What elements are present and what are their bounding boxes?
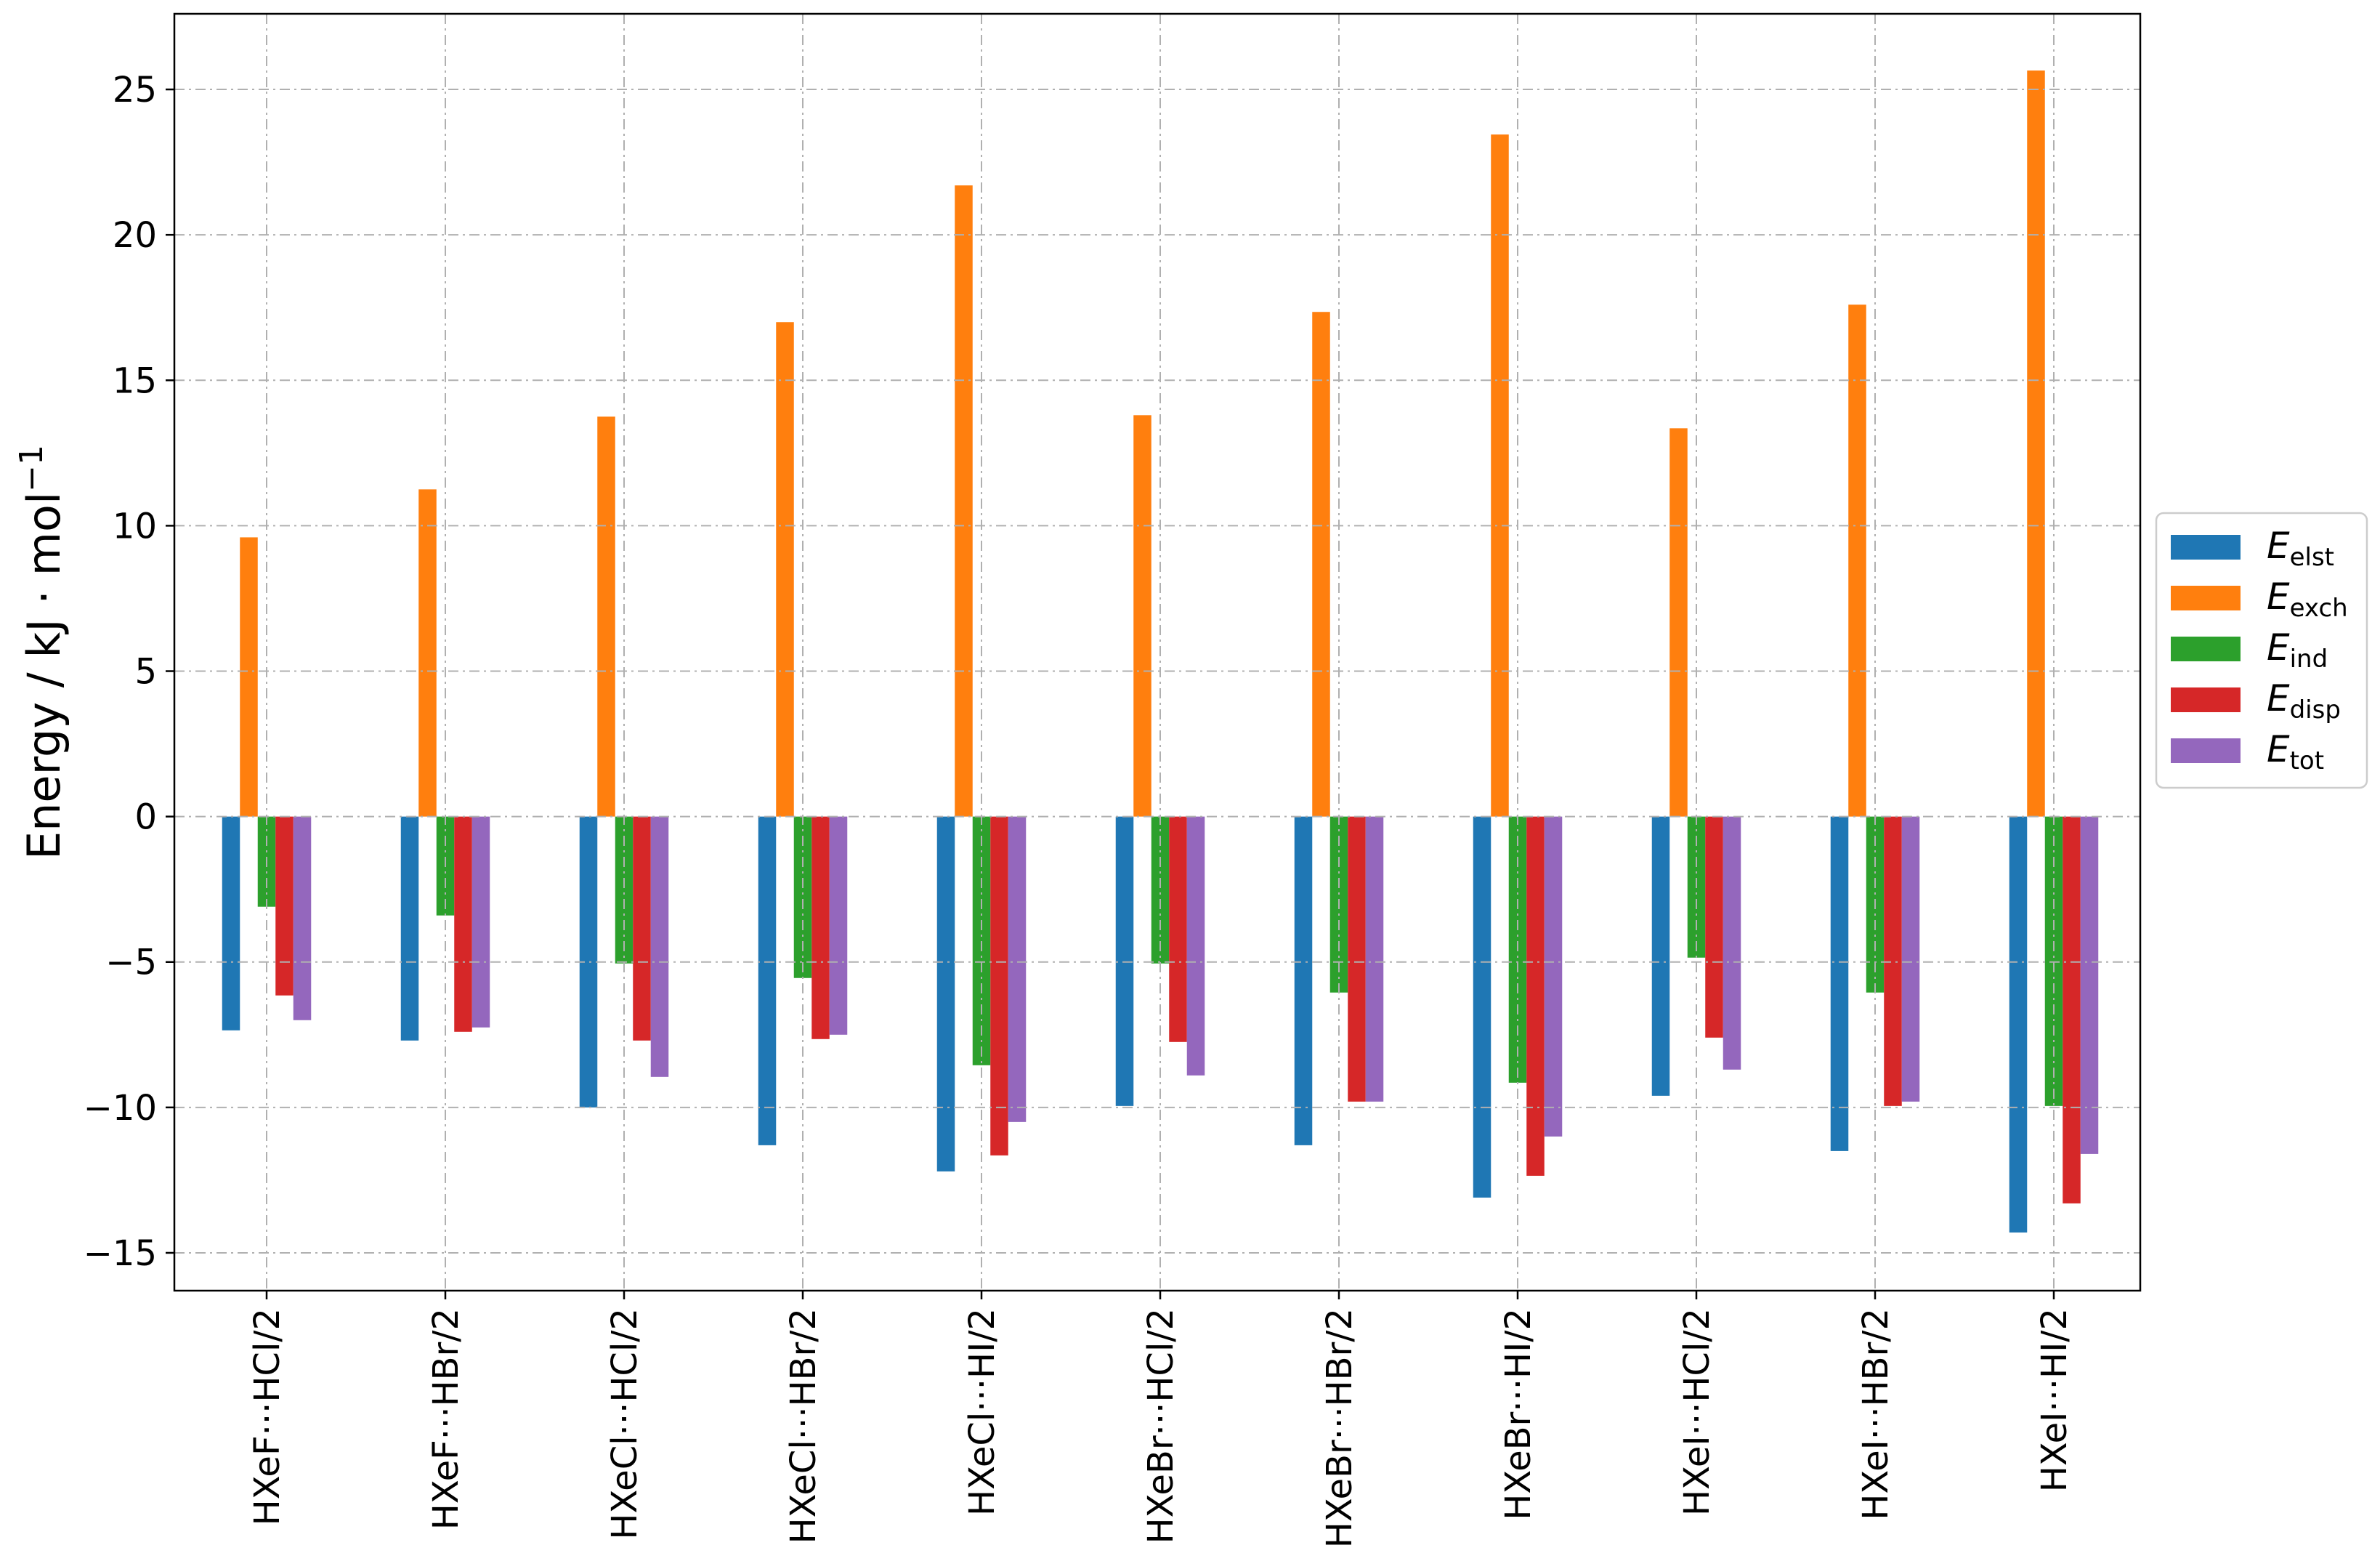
bar-exch-2	[597, 416, 615, 817]
bar-disp-5	[1169, 816, 1187, 1042]
x-tick-label: HXeI···HCl/2	[1677, 1308, 1717, 1516]
x-tick-label: HXeI···HBr/2	[1855, 1308, 1896, 1520]
x-tick-label: HXeBr···HCl/2	[1141, 1308, 1181, 1544]
y-tick-label: 20	[113, 215, 157, 256]
bar-elst-9	[1830, 816, 1849, 1151]
legend-swatch-disp	[2171, 687, 2241, 712]
bar-elst-0	[222, 816, 240, 1030]
bar-tot-4	[1008, 816, 1027, 1122]
legend-swatch-ind	[2171, 637, 2241, 661]
legend-swatch-exch	[2171, 586, 2241, 610]
bar-disp-3	[811, 816, 830, 1039]
bar-disp-7	[1526, 816, 1545, 1176]
bar-tot-1	[471, 816, 490, 1028]
bar-disp-0	[275, 816, 294, 996]
bar-elst-1	[400, 816, 419, 1041]
bar-tot-10	[2080, 816, 2099, 1154]
x-tick-label: HXeF···HBr/2	[426, 1308, 466, 1530]
bar-exch-7	[1491, 134, 1509, 817]
y-tick-label: −10	[84, 1088, 157, 1129]
legend-swatch-elst	[2171, 535, 2241, 560]
bar-tot-3	[829, 816, 848, 1035]
bar-disp-2	[633, 816, 651, 1041]
bar-exch-10	[2027, 70, 2045, 817]
bar-tot-5	[1186, 816, 1205, 1076]
legend-label-elst: Eelst	[2267, 525, 2334, 572]
bars	[222, 70, 2099, 1233]
bar-disp-10	[2063, 816, 2081, 1203]
legend-label-disp: Edisp	[2267, 677, 2341, 725]
y-tick-label: −15	[84, 1233, 157, 1274]
bar-elst-8	[1651, 816, 1670, 1096]
bar-disp-6	[1348, 816, 1366, 1102]
bar-disp-8	[1705, 816, 1723, 1038]
bar-tot-8	[1723, 816, 1741, 1070]
x-tick-label: HXeF···HCl/2	[247, 1308, 288, 1525]
bar-elst-10	[2009, 816, 2028, 1233]
bar-elst-5	[1115, 816, 1134, 1106]
bar-exch-5	[1133, 415, 1151, 817]
y-axis: −15 −10 −5 0 5 10 15 20 25	[84, 70, 174, 1274]
y-tick-label: 25	[113, 70, 157, 110]
x-tick-label: HXeCl···HBr/2	[783, 1308, 824, 1544]
legend-label-tot: Etot	[2267, 728, 2324, 775]
y-tick-label: 0	[134, 797, 157, 838]
bar-tot-9	[1901, 816, 1920, 1102]
bar-exch-3	[776, 322, 794, 817]
bar-elst-3	[758, 816, 777, 1145]
grid-lines	[174, 14, 2140, 1291]
bar-tot-0	[293, 816, 312, 1020]
bar-exch-8	[1669, 428, 1688, 817]
legend-swatch-tot	[2171, 738, 2241, 763]
bar-disp-9	[1884, 816, 1902, 1106]
bar-disp-4	[990, 816, 1008, 1155]
y-tick-label: 15	[113, 360, 157, 401]
x-axis: HXeF···HCl/2 HXeF···HBr/2 HXeCl···HCl/2 HXe…	[247, 1291, 2075, 1548]
x-tick-label: HXeCl···HCl/2	[604, 1308, 645, 1540]
bar-elst-4	[936, 816, 955, 1171]
y-tick-label: 10	[113, 506, 157, 546]
x-tick-label: HXeCl···HI/2	[962, 1308, 1003, 1516]
bar-elst-6	[1294, 816, 1313, 1145]
bar-elst-7	[1473, 816, 1491, 1198]
bar-exch-1	[418, 489, 437, 817]
bar-exch-9	[1848, 304, 1866, 817]
bar-tot-6	[1365, 816, 1384, 1102]
bar-tot-7	[1544, 816, 1563, 1137]
x-tick-label: HXeBr···HI/2	[1498, 1308, 1539, 1520]
x-tick-label: HXeBr···HBr/2	[1319, 1308, 1360, 1548]
plot-frame	[173, 12, 2142, 1292]
legend-label-ind: Eind	[2267, 626, 2328, 674]
bar-exch-4	[955, 185, 973, 817]
y-tick-label: 5	[134, 652, 157, 693]
legend-label-exch: Eexch	[2267, 576, 2348, 623]
y-axis-label: Energy / kJ · mol−1	[13, 445, 70, 860]
y-tick-label: −5	[105, 943, 157, 983]
x-tick-label: HXeI···HI/2	[2034, 1308, 2075, 1492]
legend-frame	[2155, 512, 2368, 789]
bar-exch-6	[1312, 312, 1330, 817]
bar-exch-0	[240, 537, 258, 817]
bar-tot-2	[650, 816, 669, 1077]
bar-disp-1	[454, 816, 472, 1032]
